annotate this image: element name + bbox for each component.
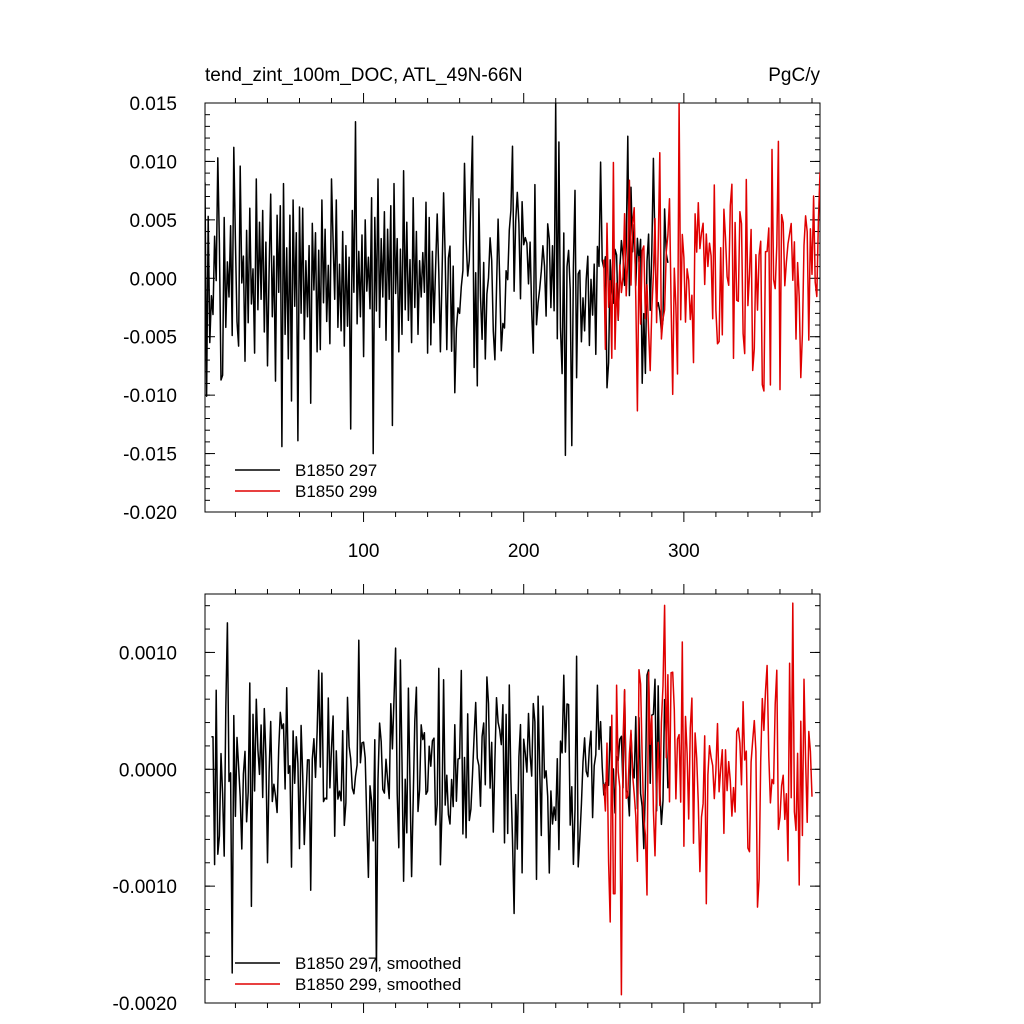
y-tick-label: -0.005: [123, 328, 177, 349]
plot-frame: [204, 593, 821, 1004]
chart-title-left: tend_zint_100m_DOC, ATL_49N-66N: [205, 65, 523, 86]
x-tick-label: 200: [508, 541, 540, 562]
y-tick-label: -0.020: [123, 503, 177, 524]
y-tick-label: 0.015: [129, 94, 177, 115]
plot-frame: [204, 102, 821, 513]
bottom-panel: -0.0020 -0.0010 0.0000 0.0010 B1850 297, smo…: [113, 584, 821, 1015]
legend-label: B1850 299: [295, 482, 377, 501]
y-tick-label: -0.010: [123, 386, 177, 407]
y-tick-label: 0.000: [129, 269, 177, 290]
legend-label: B1850 297, smoothed: [295, 954, 461, 973]
series-line-b1850-299: [603, 602, 813, 996]
y-tick-label: 0.0000: [119, 760, 177, 781]
series-line-b1850-297: [211, 622, 669, 974]
top-panel: -0.020 -0.015 -0.010 -0.005 0.000 0.005 0.010 0…: [123, 65, 821, 562]
y-tick-label: 0.005: [129, 211, 177, 232]
legend-label: B1850 297: [295, 461, 377, 480]
y-tick-label: -0.015: [123, 445, 177, 466]
x-tick-label: 100: [348, 541, 380, 562]
legend-label: B1850 299, smoothed: [295, 975, 461, 994]
y-tick-label: -0.0020: [113, 994, 177, 1015]
series-line-b1850-297: [205, 103, 669, 457]
chart-title-right: PgC/y: [768, 65, 820, 86]
y-tick-label: 0.0010: [119, 643, 177, 664]
y-tick-label: -0.0010: [113, 877, 177, 898]
y-tick-label: 0.010: [129, 152, 177, 173]
x-tick-label: 300: [668, 541, 700, 562]
series-line-b1850-299: [603, 103, 820, 412]
